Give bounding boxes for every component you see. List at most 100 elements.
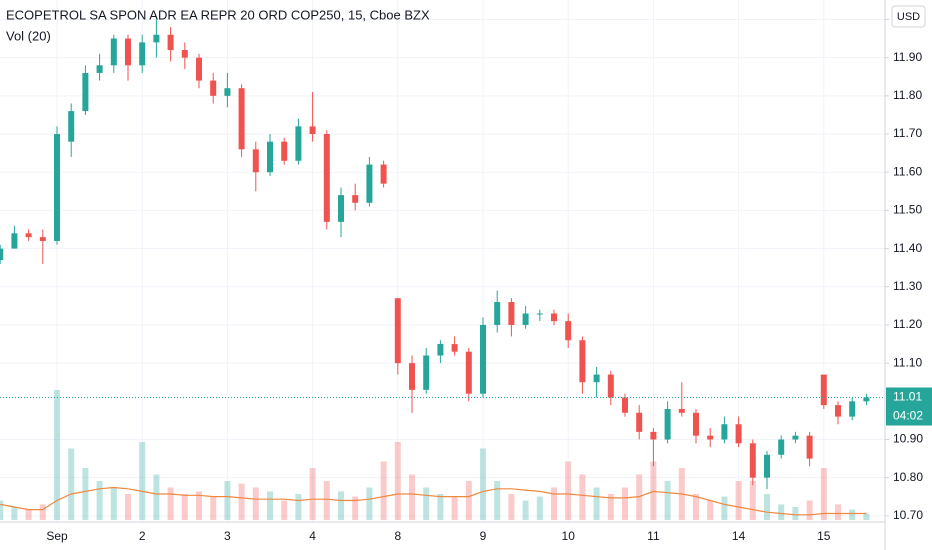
currency-label: USD bbox=[897, 11, 920, 23]
volume-bar bbox=[579, 474, 586, 520]
volume-bar bbox=[224, 481, 231, 520]
volume-pane bbox=[0, 390, 870, 520]
candle-body bbox=[820, 374, 827, 406]
candle-body bbox=[423, 355, 430, 390]
volume-bar bbox=[565, 461, 572, 520]
volume-bar bbox=[295, 494, 302, 520]
candle-body bbox=[210, 80, 217, 96]
volume-bar bbox=[707, 500, 714, 520]
volume-bar bbox=[480, 448, 486, 520]
candle-body bbox=[394, 298, 401, 364]
candle-body bbox=[622, 397, 628, 413]
candle-body bbox=[778, 439, 785, 455]
volume-bar bbox=[764, 494, 770, 520]
chart-title: ECOPETROL SA SPON ADR EA REPR 20 ORD COP… bbox=[6, 7, 430, 22]
y-tick-label: 11.20 bbox=[893, 317, 922, 331]
volume-bar bbox=[323, 481, 330, 520]
candle-body bbox=[664, 408, 671, 440]
candle-body bbox=[125, 38, 131, 66]
candle-body bbox=[480, 324, 486, 394]
axes: 10.70 10.80 10.90 11.10 11.20 11.30 11.40 11.50… bbox=[46, 12, 932, 543]
candle-body bbox=[196, 57, 202, 81]
volume-bar bbox=[281, 500, 288, 520]
candle-body bbox=[721, 424, 728, 440]
y-tick-label: 11.10 bbox=[893, 355, 922, 369]
y-tick-label: 10.90 bbox=[893, 432, 923, 446]
volume-bar bbox=[607, 494, 614, 520]
candle-body bbox=[39, 237, 46, 241]
x-tick-label: 9 bbox=[480, 529, 487, 543]
x-tick-label: 11 bbox=[647, 529, 660, 543]
volume-bar bbox=[82, 468, 89, 520]
countdown-label: 04:02 bbox=[893, 409, 923, 423]
candle-body bbox=[352, 195, 359, 203]
volume-bar bbox=[352, 496, 359, 520]
last-price-badge bbox=[886, 387, 932, 408]
candle-body bbox=[267, 141, 273, 173]
x-tick-label: 14 bbox=[732, 529, 746, 543]
candle-body bbox=[522, 313, 529, 325]
candle-body bbox=[96, 65, 103, 73]
currency-button[interactable] bbox=[891, 5, 926, 28]
candle-body bbox=[153, 34, 160, 43]
volume-bar bbox=[749, 481, 756, 520]
candle-body bbox=[579, 340, 586, 383]
volume-bar bbox=[622, 487, 628, 520]
candle-body bbox=[380, 164, 387, 184]
candle-body bbox=[323, 134, 330, 222]
y-tick-label: 10.70 bbox=[893, 508, 923, 522]
volume-bar bbox=[806, 500, 813, 520]
volume-bar bbox=[196, 491, 202, 520]
candle-body bbox=[139, 42, 146, 66]
volume-bar bbox=[551, 487, 557, 520]
candle-body bbox=[25, 233, 32, 238]
volume-bar bbox=[451, 496, 458, 520]
volume-bar bbox=[820, 468, 827, 520]
candle-body bbox=[54, 134, 60, 241]
volume-bar bbox=[664, 481, 671, 520]
volume-bar bbox=[96, 481, 103, 520]
volume-bar bbox=[39, 504, 46, 520]
last-price-label: 11.01 bbox=[893, 390, 922, 404]
y-tick-label: 11.70 bbox=[893, 126, 922, 140]
y-tick-label: 11.30 bbox=[893, 279, 922, 293]
volume-bar bbox=[366, 487, 373, 520]
volume-bar bbox=[423, 487, 430, 520]
candle-body bbox=[607, 374, 614, 398]
volume-bar bbox=[437, 494, 444, 520]
candle-body bbox=[735, 424, 742, 444]
candle-body bbox=[678, 408, 685, 413]
y-tick-label: 11.80 bbox=[893, 88, 922, 102]
x-tick-label: 3 bbox=[224, 529, 231, 543]
x-tick-label: Sep bbox=[46, 529, 68, 543]
candle-body bbox=[252, 149, 259, 173]
candle-body bbox=[451, 344, 458, 352]
x-tick-label: 8 bbox=[394, 529, 401, 543]
volume-bar bbox=[536, 496, 543, 520]
volume-bar bbox=[508, 494, 515, 520]
volume-bar bbox=[11, 507, 18, 520]
volume-bar bbox=[167, 487, 174, 520]
volume-bar bbox=[181, 494, 188, 520]
volume-bar bbox=[693, 494, 699, 520]
candle-body bbox=[565, 321, 572, 341]
volume-bar bbox=[153, 474, 160, 520]
candle-body bbox=[749, 443, 756, 478]
candle-body bbox=[309, 126, 316, 135]
candle-body bbox=[849, 401, 856, 417]
volume-bar bbox=[210, 496, 217, 520]
candle-body bbox=[181, 50, 188, 58]
candle-body bbox=[82, 72, 89, 112]
volume-bar bbox=[721, 496, 728, 520]
candle-body bbox=[551, 313, 557, 322]
y-tick-label: 11.60 bbox=[893, 164, 922, 178]
volume-bar bbox=[409, 474, 415, 520]
volume-bar bbox=[125, 494, 131, 520]
candle-body bbox=[863, 397, 870, 402]
candle-body bbox=[536, 313, 543, 315]
volume-bar bbox=[735, 481, 742, 520]
volume-bar bbox=[494, 481, 501, 520]
candle-body bbox=[366, 164, 373, 203]
x-tick-label: 15 bbox=[817, 529, 831, 543]
volume-bar bbox=[238, 483, 245, 520]
